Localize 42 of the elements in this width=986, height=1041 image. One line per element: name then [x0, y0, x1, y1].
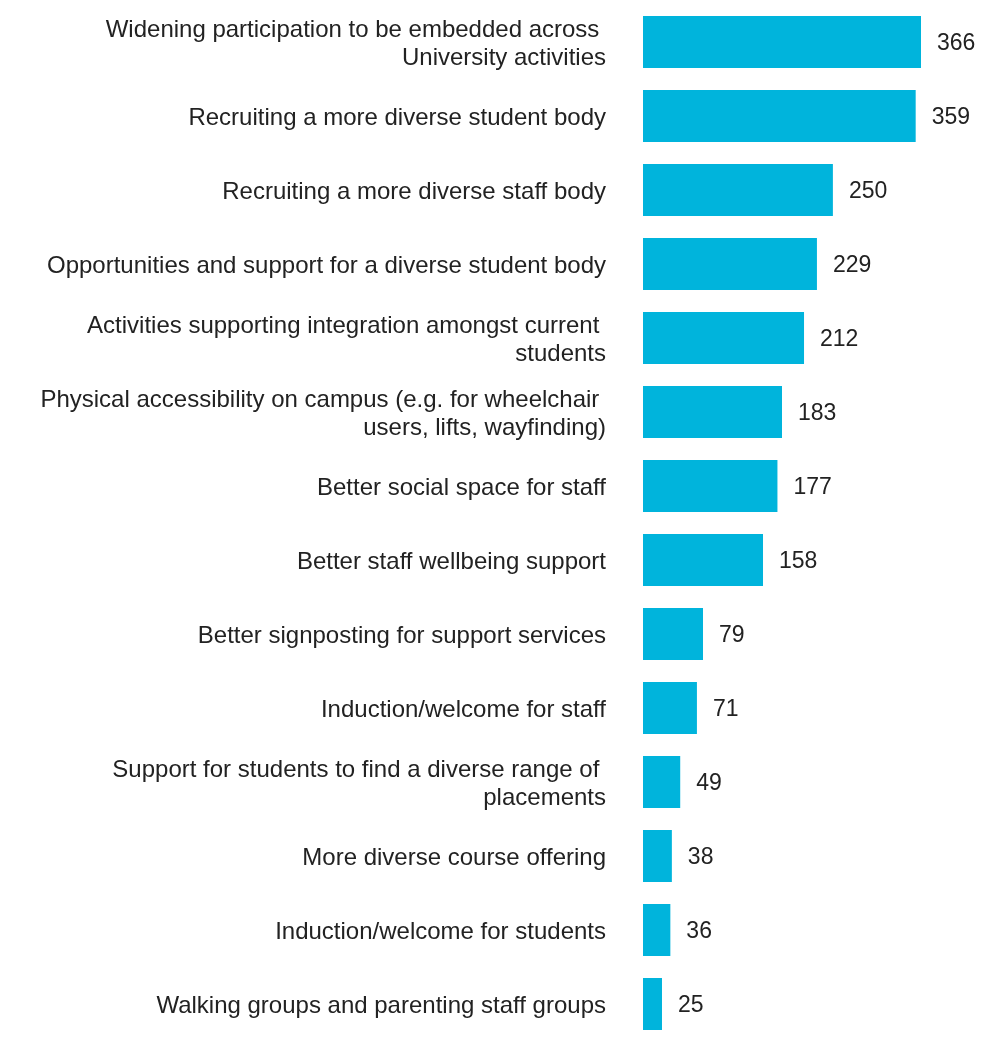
- bar: [643, 978, 662, 1030]
- data-label: 177: [793, 473, 832, 499]
- bar: [643, 608, 704, 660]
- bar: [643, 386, 782, 438]
- data-label: 38: [687, 843, 714, 869]
- bar: [643, 164, 833, 216]
- bar: [643, 460, 778, 512]
- bar: [643, 756, 681, 808]
- y-tick-label: Induction/welcome for staff: [320, 694, 607, 722]
- data-label: 212: [820, 325, 859, 351]
- data-label: 71: [712, 695, 739, 721]
- data-label: 229: [832, 251, 872, 277]
- y-tick-label: Recruiting a more diverse staff body: [222, 176, 606, 204]
- bar: [643, 16, 921, 68]
- y-tick-label: Physical accessibility on campus (e.g. for wheelchair users, lifts, wayfinding): [40, 384, 606, 440]
- bar: [643, 238, 817, 290]
- data-label: 359: [931, 103, 971, 129]
- y-tick-label: Walking groups and parenting staff groups: [156, 990, 606, 1018]
- bar: [643, 534, 764, 586]
- bar: [643, 90, 916, 142]
- y-tick-label: Support for students to find a diverse range of placements: [112, 754, 606, 810]
- data-label: 366: [937, 29, 976, 55]
- data-label: 36: [686, 917, 712, 943]
- data-label: 250: [848, 177, 888, 203]
- bar: [643, 830, 672, 882]
- y-tick-label: Activities supporting integration amongst current students: [87, 310, 606, 366]
- bar: [643, 682, 697, 734]
- y-tick-label: Opportunities and support for a diverse student body: [46, 250, 606, 278]
- y-tick-label: Induction/welcome for students: [275, 916, 606, 944]
- y-tick-label: Better staff wellbeing support: [296, 546, 607, 574]
- y-tick-label: Better signposting for support services: [197, 620, 606, 648]
- y-tick-label: More diverse course offering: [302, 842, 606, 870]
- data-label: 158: [779, 547, 818, 573]
- y-tick-label: Better social space for staff: [316, 472, 607, 500]
- y-tick-label: Recruiting a more diverse student body: [188, 102, 606, 130]
- data-label: 79: [719, 621, 745, 647]
- bar: [643, 904, 671, 956]
- data-label: 183: [798, 399, 837, 425]
- data-label: 49: [696, 769, 722, 795]
- data-label: 25: [677, 991, 704, 1017]
- bar: [643, 312, 805, 364]
- y-tick-label: Widening participation to be embedded across University activities: [105, 14, 606, 70]
